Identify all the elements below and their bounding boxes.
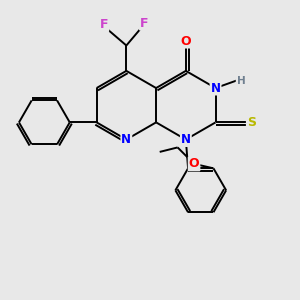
Text: O: O [181, 34, 191, 47]
Text: F: F [100, 18, 108, 31]
Text: F: F [140, 16, 148, 30]
Text: S: S [247, 116, 256, 129]
Text: N: N [181, 133, 191, 146]
Text: N: N [122, 133, 131, 146]
Text: H: H [237, 76, 245, 85]
Text: N: N [211, 82, 220, 94]
Text: O: O [189, 158, 200, 170]
